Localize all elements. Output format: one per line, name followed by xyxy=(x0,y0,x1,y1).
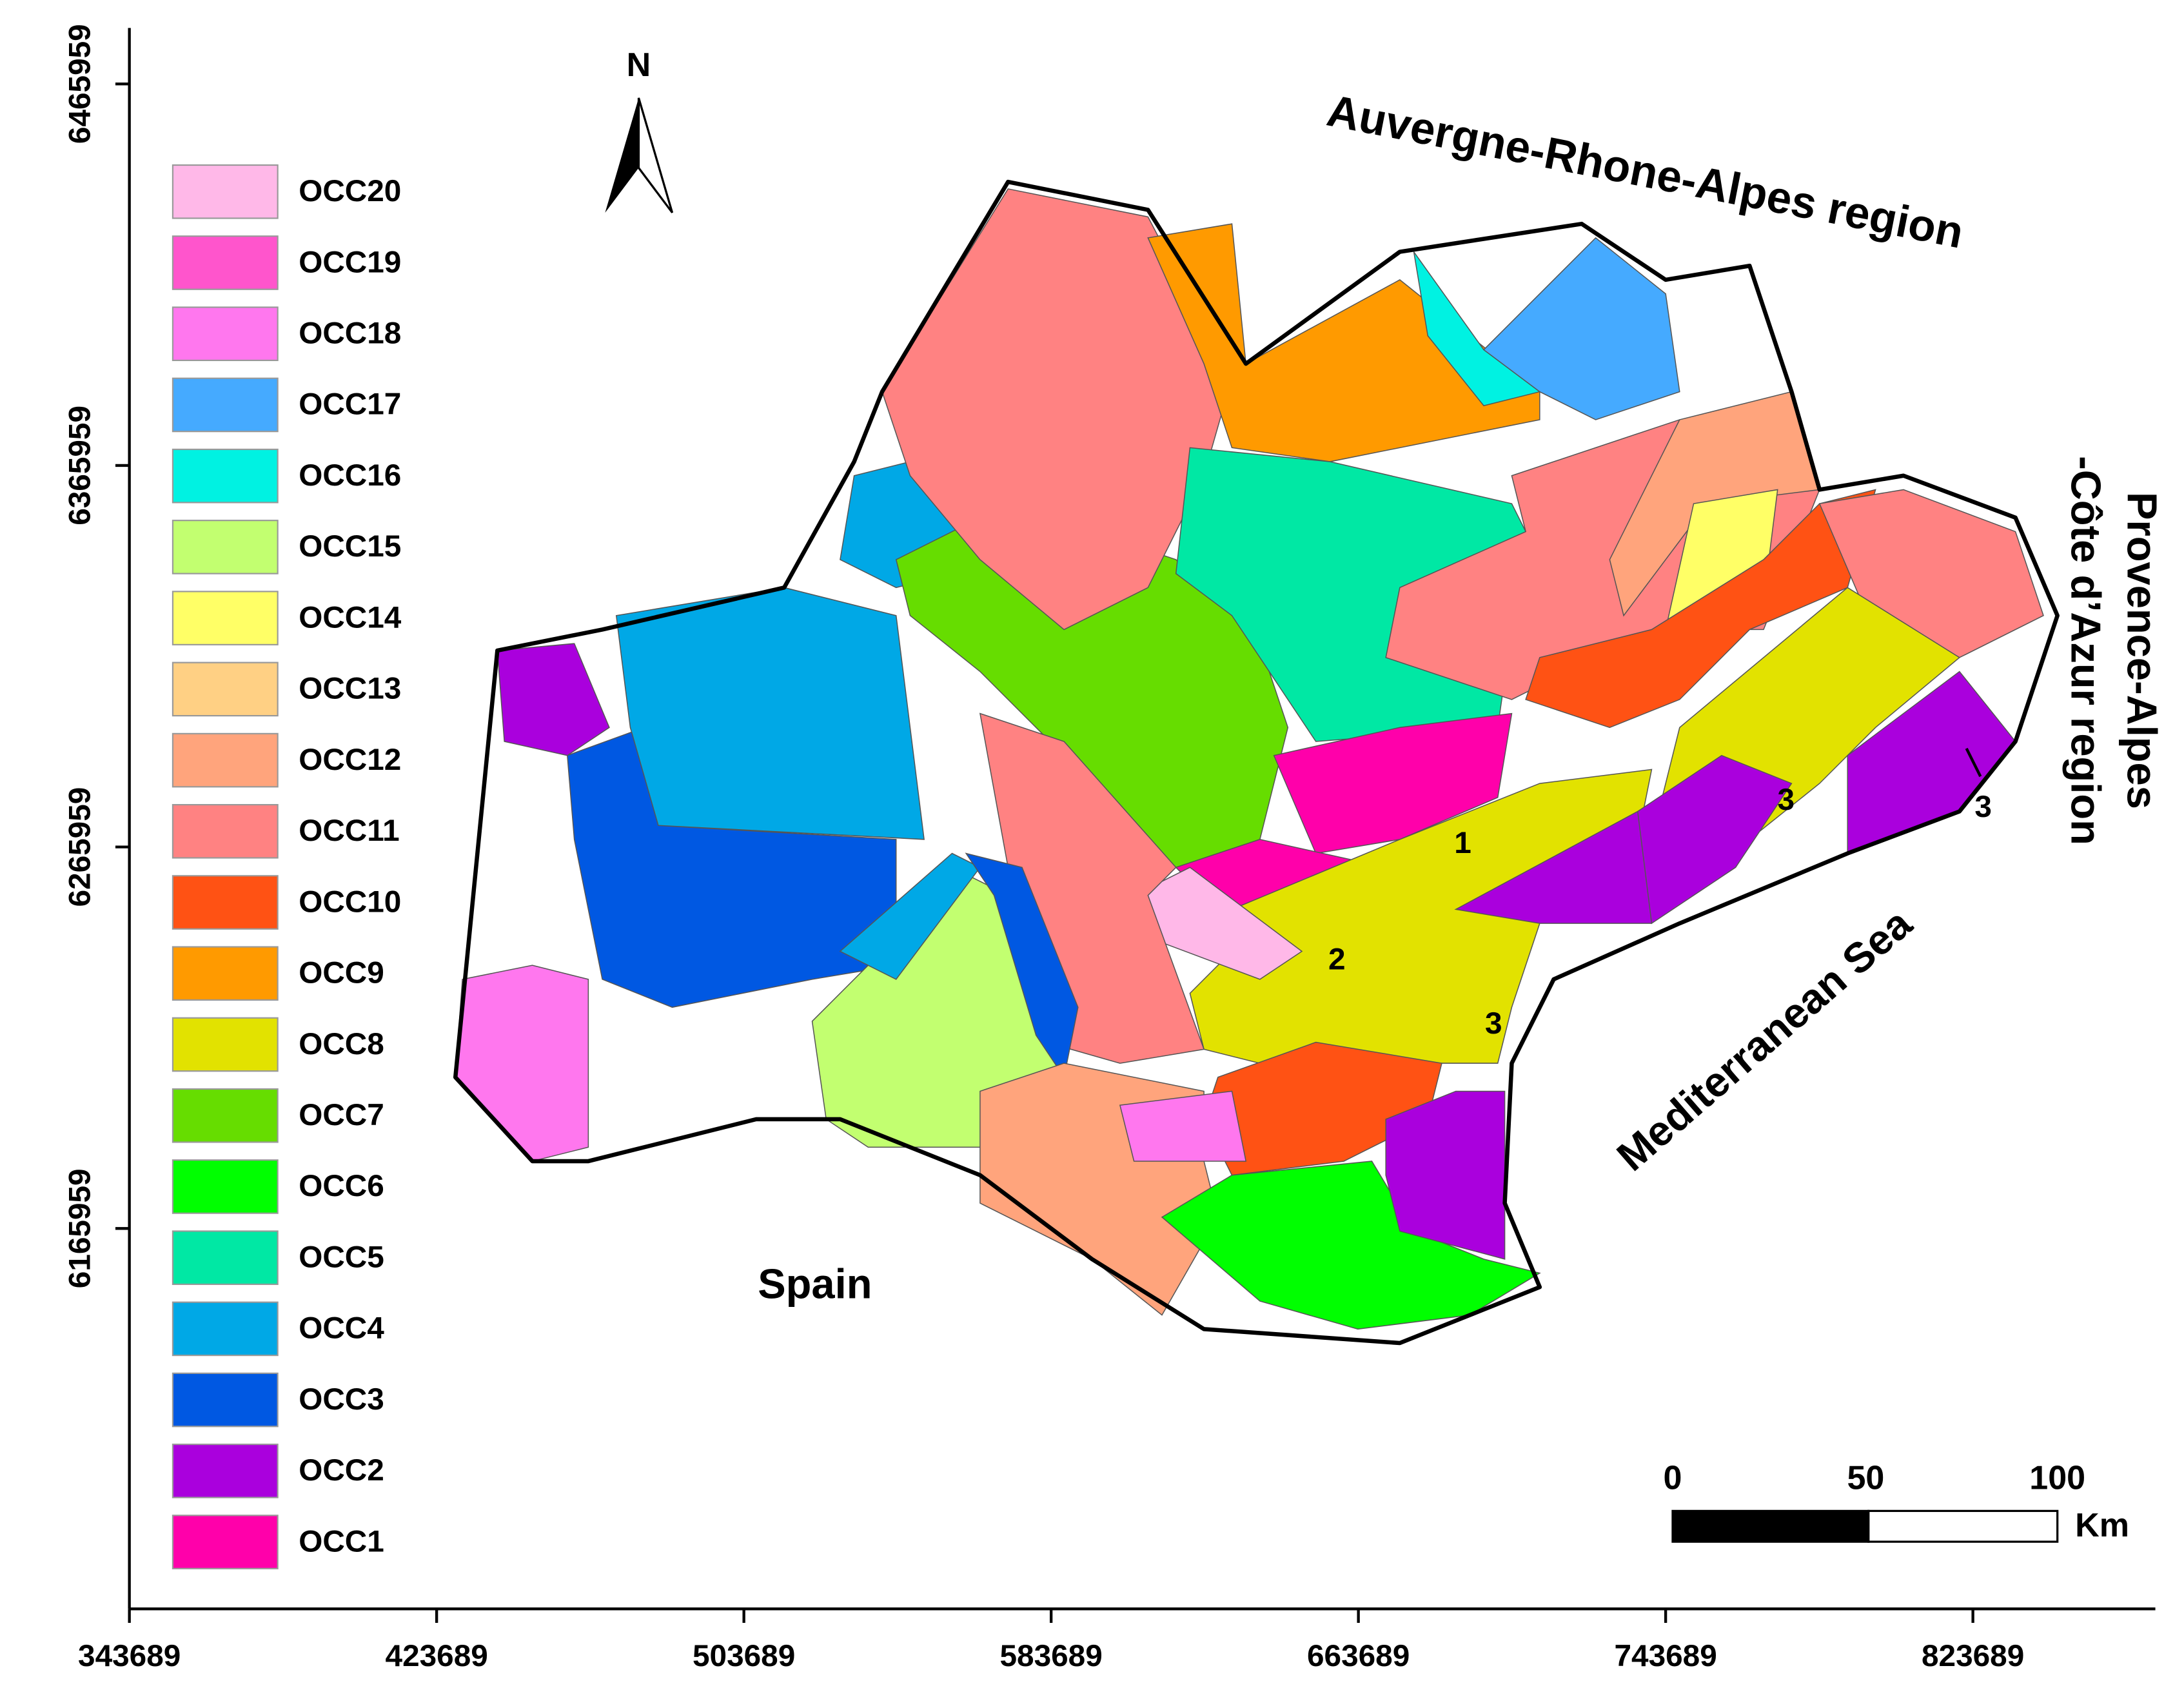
north-label: N xyxy=(627,46,651,84)
legend-swatch xyxy=(172,448,279,504)
land-cover-zone xyxy=(1525,489,1876,729)
axis-ticks: 343689 423689 503689 583689 663689 743689 8236… xyxy=(63,24,2024,1673)
region-outline xyxy=(453,179,2060,1346)
region-label: -Côte d’Azur region xyxy=(2063,456,2110,845)
legend-swatch xyxy=(172,1230,279,1285)
scale-label: 0 xyxy=(1663,1459,1682,1496)
y-tick-label: 6165959 xyxy=(63,1168,97,1288)
scale-bar-dark xyxy=(1671,1509,1870,1543)
legend-swatch xyxy=(172,1372,279,1427)
legend-label: OCC20 xyxy=(299,174,401,208)
legend-swatch xyxy=(172,662,279,717)
land-cover-zone xyxy=(615,587,925,840)
legend-label: OCC7 xyxy=(299,1098,384,1132)
legend-label: OCC2 xyxy=(299,1453,384,1487)
legend-swatch xyxy=(172,946,279,1001)
north-arrow-light xyxy=(637,97,674,213)
land-cover-zone xyxy=(497,643,610,756)
legend-swatch xyxy=(172,1017,279,1072)
legend-swatch xyxy=(172,1444,279,1498)
legend: OCC20 OCC19 OCC18 OCC17 OCC16 OCC15 OCC14 OCC13… xyxy=(172,164,402,1569)
legend-label: OCC14 xyxy=(299,600,402,634)
legend-swatch xyxy=(172,1515,279,1569)
map-regions xyxy=(453,179,2060,1346)
land-cover-zone xyxy=(1637,754,1793,925)
land-cover-zone xyxy=(881,188,1233,631)
x-tick-label: 823689 xyxy=(1922,1639,2024,1673)
annotation: 2 xyxy=(1328,942,1346,976)
legend-label: OCC15 xyxy=(299,529,401,564)
annotation: 3 xyxy=(1485,1006,1502,1041)
legend-swatch xyxy=(172,306,279,362)
y-tick-label: 6465959 xyxy=(63,24,97,144)
legend-swatch xyxy=(172,875,279,930)
land-cover-zone xyxy=(1161,1161,1541,1330)
region-label: Provence-Alpes xyxy=(2118,492,2165,809)
legend-label: OCC5 xyxy=(299,1240,384,1274)
legend-label: OCC13 xyxy=(299,672,401,706)
legend-label: OCC4 xyxy=(299,1311,384,1346)
legend-swatch xyxy=(172,591,279,645)
scale-label: 50 xyxy=(1847,1459,1884,1496)
x-tick-label: 343689 xyxy=(78,1639,181,1673)
land-cover-zone xyxy=(1482,237,1680,420)
scale-unit: Km xyxy=(2075,1507,2129,1544)
y-tick-label: 6265959 xyxy=(63,787,97,907)
legend-label: OCC18 xyxy=(299,316,401,350)
land-cover-zone xyxy=(1119,1090,1247,1162)
legend-swatch xyxy=(172,377,279,433)
legend-label: OCC3 xyxy=(299,1382,384,1417)
legend-swatch xyxy=(172,1159,279,1214)
legend-label: OCC12 xyxy=(299,743,401,777)
annotation: 3 xyxy=(1974,790,1992,824)
region-label: Spain xyxy=(758,1260,872,1307)
annotation-pointer xyxy=(1965,747,1982,778)
legend-swatch xyxy=(172,164,279,219)
land-cover-zone xyxy=(1147,223,1540,462)
annotation: 1 xyxy=(1454,826,1471,860)
x-tick-label: 583689 xyxy=(1000,1639,1103,1673)
legend-label: OCC17 xyxy=(299,387,401,422)
legend-label: OCC10 xyxy=(299,885,401,919)
land-cover-zone xyxy=(1413,251,1541,407)
legend-label: OCC1 xyxy=(299,1524,384,1558)
legend-label: OCC11 xyxy=(299,814,399,848)
land-cover-zone xyxy=(1189,769,1653,1064)
legend-swatch xyxy=(172,1088,279,1143)
legend-label: OCC6 xyxy=(299,1169,384,1203)
legend-swatch xyxy=(172,803,279,859)
legend-swatch xyxy=(172,732,279,788)
scale-bar-light xyxy=(1867,1509,2059,1543)
x-tick-label: 423689 xyxy=(386,1639,488,1673)
legend-label: OCC16 xyxy=(299,458,401,493)
legend-label: OCC9 xyxy=(299,956,384,990)
x-tick-label: 743689 xyxy=(1615,1639,1717,1673)
legend-swatch xyxy=(172,235,279,290)
x-tick-label: 663689 xyxy=(1307,1639,1410,1673)
legend-swatch xyxy=(172,1301,279,1357)
legend-swatch xyxy=(172,520,279,574)
legend-label: OCC8 xyxy=(299,1027,384,1061)
legend-label: OCC19 xyxy=(299,245,401,279)
scale-label: 100 xyxy=(2029,1459,2085,1496)
land-cover-zone xyxy=(1385,1090,1506,1260)
x-tick-label: 503689 xyxy=(693,1639,795,1673)
y-tick-label: 6365959 xyxy=(63,406,97,525)
annotation: 3 xyxy=(1777,783,1795,817)
